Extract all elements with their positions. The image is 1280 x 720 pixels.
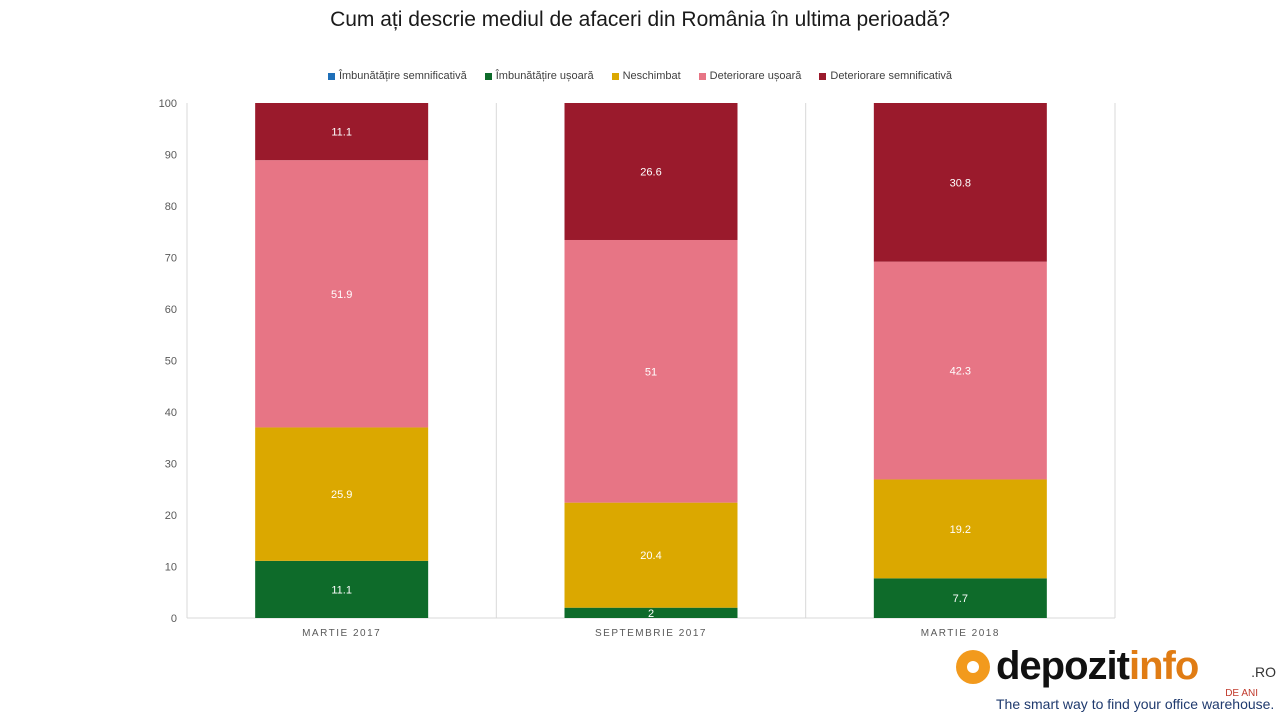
location-pin-icon <box>956 650 990 684</box>
data-label: 42.3 <box>950 366 971 378</box>
watermark-domain: .RO <box>1251 664 1276 680</box>
legend: Îmbunătățire semnificativă Îmbunătățire u… <box>0 70 1280 82</box>
legend-swatch <box>484 72 492 80</box>
bar-segment <box>564 502 738 608</box>
legend-label: Neschimbat <box>622 70 681 82</box>
legend-swatch <box>698 72 706 80</box>
x-tick-label: SEPTEMBRIE 2017 <box>595 628 707 639</box>
bar-segment <box>564 239 738 503</box>
data-label: 51.9 <box>331 289 352 301</box>
legend-swatch <box>327 72 335 80</box>
watermark-tagline: The smart way to find your office wareho… <box>996 696 1275 712</box>
y-tick-label-0: 0 <box>171 613 177 625</box>
data-label: 19.2 <box>950 524 971 536</box>
y-tick-label-60: 60 <box>165 304 177 316</box>
data-label: 30.8 <box>950 177 971 189</box>
data-label: 51 <box>645 366 657 378</box>
data-label: 7.7 <box>953 593 968 605</box>
y-tick-label-40: 40 <box>165 407 177 419</box>
y-tick-label-80: 80 <box>165 201 177 213</box>
bar-segment <box>255 427 429 561</box>
legend-item: Îmbunătățire semnificativă <box>327 70 467 82</box>
legend-label: Deteriorare ușoară <box>709 70 802 82</box>
legend-item: Deteriorare semnificativă <box>819 70 952 82</box>
bar-segment <box>255 103 429 161</box>
x-tick-label: MARTIE 2017 <box>302 628 381 639</box>
legend-swatch <box>611 72 619 80</box>
data-label: 25.9 <box>331 489 352 501</box>
bar-segment <box>873 578 1047 618</box>
watermark-badge: DE ANI <box>1225 688 1258 699</box>
bar-segment <box>255 560 429 618</box>
y-tick-label-10: 10 <box>165 562 177 574</box>
watermark-logo: depozitinfo .RO DE ANI The smart way to … <box>956 638 1276 718</box>
y-tick-label-100: 100 <box>159 98 177 110</box>
bar-segment <box>873 261 1047 480</box>
y-tick-label-70: 70 <box>165 253 177 265</box>
data-label: 2 <box>648 608 654 620</box>
bar-segment <box>873 103 1047 262</box>
y-tick-label-20: 20 <box>165 510 177 522</box>
x-tick-label: MARTIE 2018 <box>921 628 1000 639</box>
bar-segment <box>873 479 1047 579</box>
watermark-brand: depozitinfo <box>996 644 1199 688</box>
data-label: 26.6 <box>640 166 661 178</box>
bar-segment <box>564 103 738 240</box>
y-tick-label-30: 30 <box>165 459 177 471</box>
data-label: 20.4 <box>640 550 661 562</box>
legend-item: Îmbunătățire ușoară <box>484 70 594 82</box>
data-label: 11.1 <box>331 127 352 139</box>
y-tick-label-90: 90 <box>165 150 177 162</box>
bar-segment <box>564 607 738 618</box>
legend-label: Îmbunătățire semnificativă <box>338 70 467 82</box>
bar-segment <box>255 160 429 428</box>
chart-title: Cum ați descrie mediul de afaceri din Ro… <box>330 8 950 31</box>
legend-item: Deteriorare ușoară <box>698 70 802 82</box>
legend-label: Deteriorare semnificativă <box>830 70 953 82</box>
y-tick-label-50: 50 <box>165 356 177 368</box>
legend-swatch <box>819 72 827 80</box>
legend-label: Îmbunătățire ușoară <box>495 70 594 82</box>
legend-item: Neschimbat <box>611 70 681 82</box>
data-label: 11.1 <box>331 584 352 596</box>
